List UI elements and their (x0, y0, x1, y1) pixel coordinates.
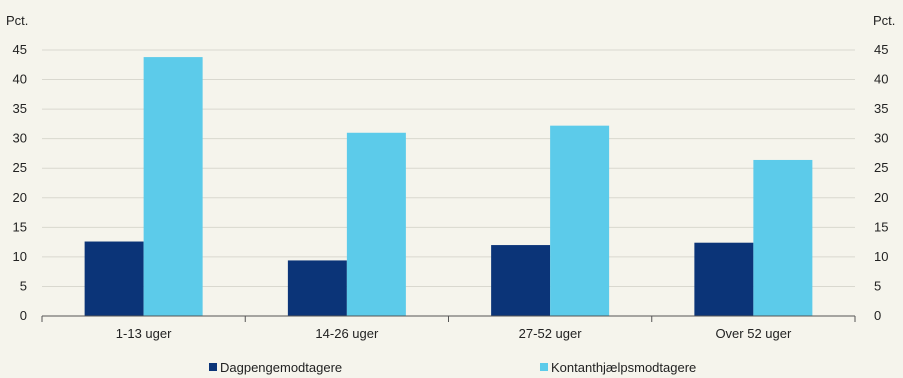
y-tick-label-left: 0 (20, 308, 27, 323)
bar-dagpenge (491, 245, 551, 316)
y-tick-label-left: 45 (13, 42, 27, 57)
y-tick-label-left: 10 (13, 249, 27, 264)
y-tick-label-right: 30 (874, 131, 888, 146)
x-tick-label: Over 52 uger (715, 326, 792, 341)
y-tick-label-right: 40 (874, 72, 888, 87)
bars (84, 57, 813, 317)
bar-dagpenge (84, 241, 144, 316)
y-axis-left-ticks: 0 5 10 15 20 25 30 35 40 45 (13, 42, 27, 323)
y-tick-label-left: 40 (13, 72, 27, 87)
y-axis-right-ticks: 0 5 10 15 20 25 30 35 40 45 (874, 42, 888, 323)
y-axis-unit-right: Pct. (873, 13, 895, 28)
bar-kontanthjaelp (143, 57, 203, 317)
y-tick-label-right: 20 (874, 190, 888, 205)
x-tick-label: 27-52 uger (519, 326, 583, 341)
x-tick-label: 14-26 uger (315, 326, 379, 341)
bar-kontanthjaelp (550, 125, 610, 316)
y-tick-label-left: 20 (13, 190, 27, 205)
legend-swatch (209, 363, 217, 371)
y-tick-label-right: 10 (874, 249, 888, 264)
legend: Dagpengemodtagere Kontanthjælpsmodtagere (209, 360, 696, 375)
bar-kontanthjaelp (346, 132, 406, 316)
legend-label: Dagpengemodtagere (220, 360, 342, 375)
x-axis: 1-13 uger 14-26 uger 27-52 uger Over 52 uge… (41, 315, 856, 341)
bar-dagpenge (694, 242, 754, 316)
y-tick-label-left: 30 (13, 131, 27, 146)
y-tick-label-right: 25 (874, 160, 888, 175)
y-tick-label-right: 0 (874, 308, 881, 323)
y-axis-unit-left: Pct. (6, 13, 28, 28)
y-tick-label-left: 5 (20, 278, 27, 293)
y-tick-label-left: 25 (13, 160, 27, 175)
x-tick-label: 1-13 uger (116, 326, 172, 341)
y-tick-label-left: 35 (13, 101, 27, 116)
bar-dagpenge (287, 260, 347, 316)
y-tick-label-right: 5 (874, 278, 881, 293)
bar-kontanthjaelp (753, 159, 813, 316)
y-tick-label-left: 15 (13, 219, 27, 234)
legend-swatch (540, 363, 548, 371)
y-tick-label-right: 45 (874, 42, 888, 57)
legend-label: Kontanthjælpsmodtagere (551, 360, 696, 375)
y-tick-label-right: 15 (874, 219, 888, 234)
y-tick-label-right: 35 (874, 101, 888, 116)
